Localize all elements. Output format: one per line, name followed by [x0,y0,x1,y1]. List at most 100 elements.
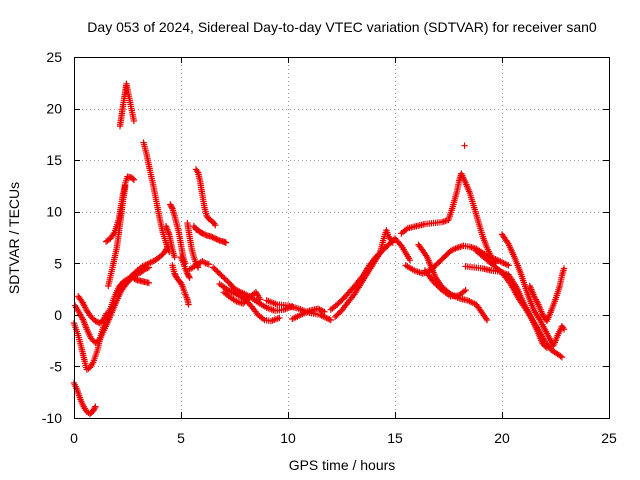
data-point [218,272,225,279]
data-point [134,270,141,278]
data-point [219,273,227,281]
data-point [129,175,137,182]
data-point [214,236,222,244]
y-tick-label: 10 [46,204,62,220]
data-point [389,239,397,246]
data-point [156,253,163,261]
data-point [141,266,148,273]
data-point [184,271,192,279]
data-point [186,274,193,281]
y-axis-label: SDTVAR / TECUs [6,182,22,294]
data-point [558,353,566,361]
data-point [224,277,231,285]
data-point [92,403,99,410]
data-point [95,319,102,326]
data-point [184,270,191,277]
y-tick-label: 15 [46,152,62,168]
data-point [256,296,264,303]
x-tick-label: 0 [70,430,78,446]
data-point [87,313,95,321]
data-point [217,271,224,278]
data-point [222,276,230,283]
x-tick-label: 5 [177,430,185,446]
data-point [122,182,129,190]
data-point [406,256,414,264]
data-point [205,261,213,268]
data-point [131,275,138,282]
data-point [185,273,193,280]
data-point [323,314,330,322]
data-point [102,310,110,318]
data-point [171,270,178,277]
data-point [199,230,206,237]
tick-labels: 0 5 10 15 20 25 -10 -5 0 5 10 15 20 25 [42,49,617,446]
data-point [96,319,103,327]
data-point [87,335,95,342]
data-point [167,201,174,208]
data-point [211,265,218,272]
data-markers [70,80,568,418]
data-point [505,262,512,269]
chart-title: Day 053 of 2024, Sidereal Day-to-day VTE… [87,19,597,35]
data-point [326,316,333,323]
data-point [200,230,208,238]
data-point [276,314,283,322]
plot-frame [74,57,610,419]
data-point [90,406,98,413]
y-tick-label: 0 [54,307,62,323]
data-point [212,221,219,229]
data-point [560,265,568,272]
x-axis-label: GPS time / hours [289,457,396,473]
data-point [396,241,404,248]
data-point [321,308,328,315]
data-point [130,176,138,183]
data-point [207,233,215,240]
x-tick-label: 20 [494,430,510,446]
data-point [483,316,491,324]
data-point [97,318,105,325]
data-point [221,275,228,282]
data-point [157,252,165,259]
data-point [433,281,440,288]
data-point [214,268,221,275]
data-point [172,271,179,279]
y-tick-label: -5 [50,358,63,374]
data-point [434,282,441,290]
data-point [202,231,209,238]
data-point [89,315,96,322]
data-point [142,265,150,272]
data-point [210,234,218,242]
data-point [212,235,219,242]
data-point [213,236,220,243]
x-tick-label: 10 [280,430,296,446]
data-point [215,269,223,277]
x-tick-label: 15 [387,430,403,446]
y-tick-label: 5 [54,255,62,271]
data-point [144,264,151,272]
data-point [209,264,217,271]
data-point [89,336,96,344]
y-tick-label: 25 [46,49,62,65]
data-point [461,142,468,149]
data-point [185,301,192,308]
data-point [91,404,98,412]
data-point [168,204,175,211]
data-point [145,264,153,271]
data-point [145,279,153,287]
data-point [324,315,332,322]
data-point [560,326,568,333]
y-tick-label: 20 [46,101,62,117]
data-point [327,316,334,324]
data-point [431,280,439,287]
data-point [130,117,138,125]
data-point [92,317,99,325]
data-point [557,352,564,360]
data-point [436,284,443,291]
data-point [90,407,97,414]
data-point [212,266,220,274]
data-point [167,202,175,210]
data-point [462,286,469,294]
y-tick-label: -10 [42,410,62,426]
data-point [209,233,216,241]
